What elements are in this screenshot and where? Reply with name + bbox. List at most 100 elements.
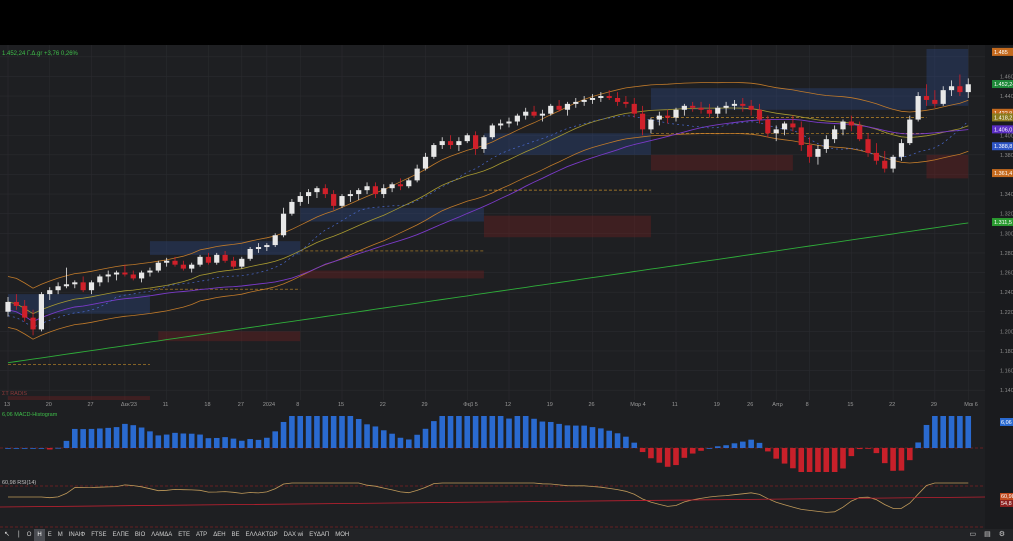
settings-icon[interactable]: ⚙ bbox=[998, 531, 1005, 538]
cursor-icon[interactable]: ↖ bbox=[4, 531, 10, 538]
toolbar-item[interactable]: ΑΤΡ bbox=[195, 532, 208, 538]
candle-body bbox=[765, 119, 771, 134]
candle-body bbox=[539, 113, 545, 116]
chart-area[interactable]: 1.452,24 Γ.Δ.gr +3,76 0,26% 1.460 1.440 1.4… bbox=[0, 45, 1013, 529]
macd-bar bbox=[506, 418, 512, 448]
macd-bar bbox=[748, 439, 754, 448]
candle-body bbox=[30, 317, 36, 330]
macd-bar bbox=[213, 437, 220, 448]
macd-bar bbox=[431, 421, 437, 448]
toolbar-item[interactable]: ΒΙΟ bbox=[134, 532, 146, 538]
candle-body bbox=[80, 282, 86, 291]
toolbar-item[interactable]: ΕΥΔΑΠ bbox=[309, 532, 330, 538]
macd-bar bbox=[631, 442, 638, 448]
candle-body bbox=[623, 101, 629, 104]
price-tag-text: 1.406,0 bbox=[994, 127, 1012, 133]
macd-bar bbox=[314, 416, 320, 448]
candle-body bbox=[648, 119, 654, 130]
toolbar-item[interactable]: Μ bbox=[57, 532, 63, 538]
price-axis-label: 1.260 bbox=[1000, 271, 1013, 277]
candle-body bbox=[72, 282, 78, 285]
toolbar-item[interactable]: ΕΤΕ bbox=[178, 532, 190, 538]
macd-bar bbox=[856, 448, 863, 450]
macd-bar bbox=[255, 439, 262, 448]
candle-body bbox=[589, 97, 596, 100]
candlesticks bbox=[5, 74, 971, 336]
candle-body bbox=[698, 107, 704, 110]
macd-bar bbox=[364, 424, 370, 448]
macd-label: 6,06 MACD-Histogram bbox=[2, 412, 58, 418]
moving-average-50-line bbox=[7, 118, 969, 323]
candle-body bbox=[556, 105, 562, 110]
macd-bar bbox=[907, 448, 913, 461]
toolbar-item[interactable]: ΙΝΑΙΦ bbox=[68, 532, 86, 538]
toolbar-item[interactable]: FTSE bbox=[91, 532, 107, 538]
date-axis-label: 2024 bbox=[263, 402, 275, 408]
toolbar-item[interactable]: ΕΛΛΑΚΤΩΡ bbox=[245, 532, 278, 538]
candle-body bbox=[55, 286, 61, 291]
toolbar-item[interactable]: ΔΕΗ bbox=[213, 532, 226, 538]
candle-body bbox=[356, 190, 362, 195]
toolbar-item[interactable]: ΒΕ bbox=[231, 532, 240, 538]
macd-bar bbox=[13, 448, 20, 449]
price-axis-label: 1.340 bbox=[1000, 192, 1013, 198]
candle-body bbox=[397, 184, 404, 187]
macd-bar bbox=[163, 434, 170, 448]
candle-body bbox=[322, 188, 328, 195]
macd-tag-text: 6,06 bbox=[1001, 420, 1012, 426]
toolbar-item[interactable]: ΕΛΠΕ bbox=[112, 532, 129, 538]
candle-body bbox=[464, 135, 470, 142]
price-tag bbox=[992, 218, 1013, 227]
macd-bar bbox=[439, 416, 445, 448]
macd-bar bbox=[280, 421, 287, 448]
candle-body bbox=[656, 115, 662, 120]
candle-body bbox=[564, 103, 571, 110]
toolbar-item-active[interactable]: Η bbox=[34, 529, 45, 541]
price-tag bbox=[992, 125, 1013, 134]
toolbar-item[interactable]: DAX wi bbox=[283, 532, 304, 538]
candle-body bbox=[297, 196, 303, 202]
price-tag bbox=[992, 80, 1013, 89]
window-icon[interactable]: ▭ bbox=[969, 531, 977, 538]
price-tag-text: 1.485 bbox=[994, 50, 1008, 56]
candle-body bbox=[347, 194, 353, 197]
macd-bar bbox=[898, 448, 905, 471]
price-tag bbox=[992, 142, 1013, 151]
macd-bar bbox=[372, 426, 379, 448]
candle-body bbox=[247, 248, 253, 259]
candle-body bbox=[781, 123, 788, 130]
layout-icon[interactable]: ▤ bbox=[984, 531, 991, 538]
candle-body bbox=[498, 123, 504, 126]
price-tag bbox=[992, 113, 1013, 122]
macd-bar bbox=[831, 448, 838, 472]
macd-bar bbox=[614, 433, 621, 448]
date-axis-label: 11 bbox=[163, 402, 169, 408]
macd-bar bbox=[97, 428, 103, 448]
macd-bar bbox=[765, 448, 771, 452]
macd-bar bbox=[239, 440, 245, 448]
macd-bar bbox=[30, 448, 36, 449]
price-axis-label: 1.320 bbox=[1000, 212, 1013, 218]
candle-body bbox=[414, 168, 420, 181]
toolbar-item[interactable]: ΛΑΜΔΑ bbox=[151, 532, 173, 538]
rsi-tag bbox=[1000, 493, 1013, 500]
price-tag bbox=[992, 47, 1013, 56]
toolbar-item[interactable]: ΜΟΗ bbox=[335, 532, 350, 538]
candle-body bbox=[857, 125, 863, 140]
candle-body bbox=[665, 115, 671, 118]
date-axis-label: Απρ bbox=[772, 402, 783, 408]
date-axis-label: Φεβ 5 bbox=[463, 402, 478, 408]
toolbar-item[interactable]: Ο bbox=[26, 532, 32, 538]
macd-bar bbox=[756, 442, 763, 448]
macd-bar bbox=[230, 438, 237, 448]
macd-tag bbox=[1000, 418, 1013, 426]
toolbar-item[interactable]: Ε bbox=[47, 532, 52, 538]
macd-bar bbox=[823, 448, 830, 472]
macd-bar bbox=[639, 448, 646, 453]
macd-bar bbox=[815, 448, 821, 472]
macd-bar bbox=[247, 439, 253, 448]
macd-bar bbox=[339, 416, 345, 448]
zone-box bbox=[926, 154, 969, 179]
candle-body bbox=[264, 245, 270, 248]
zone-box bbox=[149, 241, 301, 255]
